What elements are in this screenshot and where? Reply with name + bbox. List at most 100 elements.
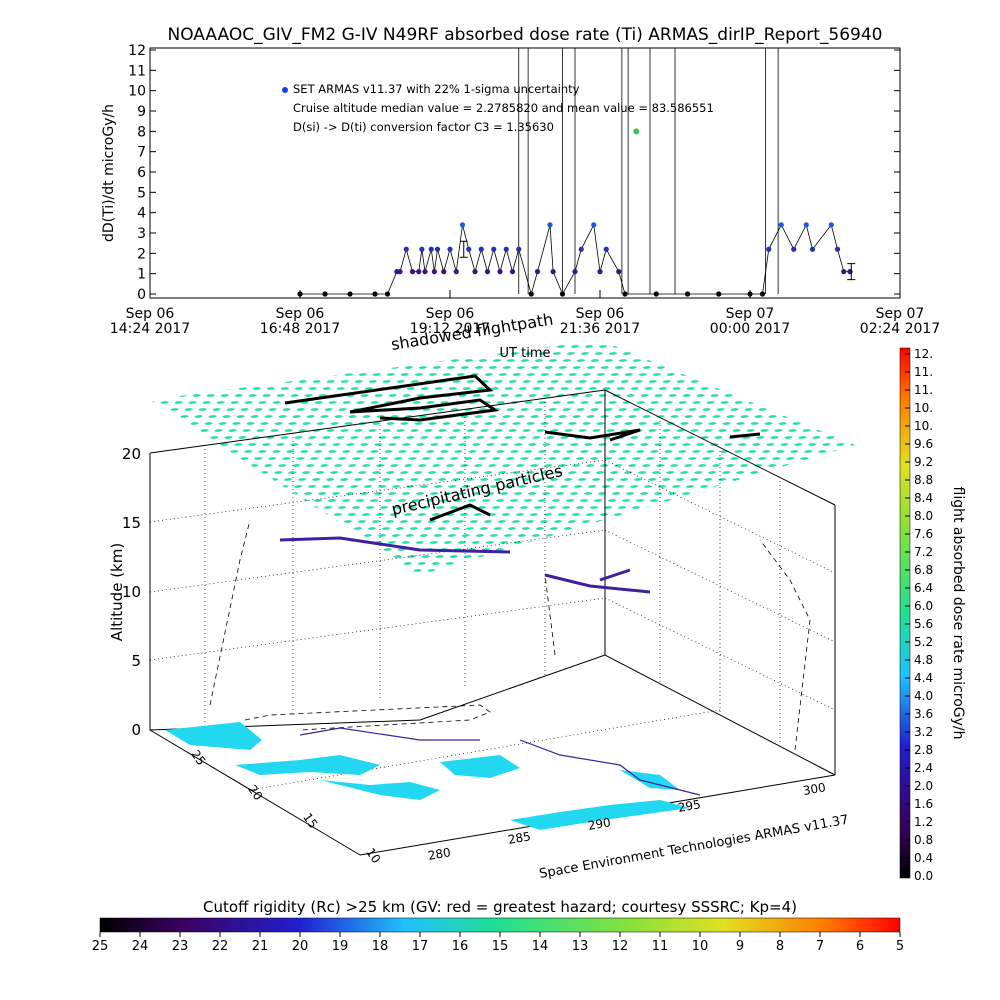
top-y-tick-label: 11 bbox=[128, 63, 146, 79]
top-y-tick-label: 12 bbox=[128, 43, 146, 59]
rigidity-bar-tick-label: 24 bbox=[132, 939, 149, 954]
top-y-tick-label: 9 bbox=[137, 104, 146, 120]
lon-tick-label: 300 bbox=[802, 780, 827, 798]
dose-point bbox=[828, 222, 834, 228]
dose-colorbar-tick-label: 6.4 bbox=[914, 581, 933, 595]
dose-point bbox=[503, 246, 509, 252]
z-tick-label: 10 bbox=[122, 583, 141, 601]
lon-tick-label: 280 bbox=[427, 845, 452, 863]
dose-colorbar-tick-label: 12. bbox=[914, 347, 933, 361]
dose-colorbar: 0.0 0.4 0.8 1.2 1.6 2.0 2.4 2.8 3.2 3.6 4.0 4.4 4.8 5… bbox=[899, 347, 966, 883]
annotation-text: D(si) -> D(ti) conversion factor C3 = 1.… bbox=[293, 120, 554, 134]
lat-tick-label: 25 bbox=[188, 747, 208, 768]
z-tick-label: 5 bbox=[131, 652, 141, 670]
dose-series bbox=[297, 128, 856, 297]
lon-tick-label: 295 bbox=[677, 797, 702, 815]
top-x-tick-label: 19:12 2017 bbox=[410, 321, 490, 337]
dose-point bbox=[834, 246, 841, 252]
dose-colorbar-tick-label: 2.0 bbox=[914, 779, 933, 793]
3d-plot: shadowed flightpath precipitating partic… bbox=[108, 310, 855, 882]
rigidity-bar-tick-label: 7 bbox=[816, 939, 824, 954]
top-y-axis-label: dD(Ti)/dt microGy/h bbox=[101, 104, 117, 242]
dose-point bbox=[778, 222, 784, 228]
dose-point bbox=[453, 269, 459, 275]
dashed-projections bbox=[209, 519, 811, 751]
coastline bbox=[299, 727, 701, 796]
rigidity-bar-tick-label: 23 bbox=[172, 939, 189, 954]
rigidity-bar-tick-label: 19 bbox=[332, 939, 349, 954]
dose-point bbox=[447, 246, 453, 252]
rigidity-bar-scale bbox=[99, 917, 901, 933]
rigidity-bar-tick-label: 11 bbox=[652, 939, 669, 954]
dose-point bbox=[472, 269, 478, 275]
top-y-tick-label: 8 bbox=[137, 124, 146, 140]
top-x-tick-label: Sep 06 bbox=[576, 306, 625, 322]
dose-point bbox=[528, 291, 534, 297]
dose-colorbar-tick-label: 0.4 bbox=[914, 851, 933, 865]
land-masses bbox=[165, 722, 690, 830]
dose-colorbar-tick-label: 2.8 bbox=[914, 743, 933, 757]
dose-colorbar-tick-label: 8.4 bbox=[914, 491, 933, 505]
dose-point bbox=[559, 291, 566, 297]
dose-colorbar-tick-label: 11. bbox=[914, 383, 933, 397]
z-axis-label: Altitude (km) bbox=[108, 543, 126, 641]
legend-marker bbox=[282, 87, 288, 93]
z-tick-label: 0 bbox=[131, 721, 141, 739]
dose-point bbox=[547, 222, 553, 228]
dose-colorbar-tick-label: 1.2 bbox=[914, 815, 933, 829]
dose-colorbar-tick-label: 3.2 bbox=[914, 725, 933, 739]
dose-point bbox=[347, 291, 353, 297]
spike-lines bbox=[518, 48, 779, 294]
dose-point bbox=[416, 269, 422, 275]
top-x-tick-label: 00:00 2017 bbox=[710, 321, 790, 337]
dose-colorbar-tick-label: 4.4 bbox=[914, 671, 933, 685]
top-y-tick-label: 0 bbox=[137, 287, 146, 303]
rigidity-bar-tick-label: 15 bbox=[492, 939, 509, 954]
top-annotations: SET ARMAS v11.37 with 22% 1-sigma uncert… bbox=[282, 82, 714, 134]
dose-colorbar-tick-label: 10. bbox=[914, 419, 933, 433]
x-axis-label: UT time bbox=[500, 346, 551, 361]
dose-point bbox=[766, 246, 772, 252]
dose-colorbar-tick-label: 8.8 bbox=[914, 473, 933, 487]
rigidity-bar-tick-label: 13 bbox=[572, 939, 589, 954]
top-x-tick-label: Sep 07 bbox=[876, 306, 925, 322]
dose-colorbar-tick-label: 1.6 bbox=[914, 797, 933, 811]
dose-point bbox=[809, 246, 816, 252]
dose-colorbar-tick-label: 4.8 bbox=[914, 653, 933, 667]
dose-point bbox=[497, 269, 503, 275]
rigidity-bar-tick-label: 17 bbox=[412, 939, 429, 954]
lon-tick-label: 285 bbox=[507, 829, 532, 847]
dose-colorbar-ticks: 0.0 0.4 0.8 1.2 1.6 2.0 2.4 2.8 3.2 3.6 4.0 4.4 4.8 5… bbox=[905, 347, 933, 883]
credit-label: Space Environment Technologies ARMAS v11… bbox=[538, 813, 850, 882]
dose-colorbar-tick-label: 2.4 bbox=[914, 761, 933, 775]
dose-colorbar-tick-label: 10. bbox=[914, 401, 933, 415]
rigidity-bar-tick-label: 18 bbox=[372, 939, 389, 954]
top-x-tick-label: Sep 06 bbox=[126, 306, 175, 322]
dose-point bbox=[478, 246, 484, 252]
rigidity-bar-label: Cutoff rigidity (Rc) >25 km (GV: red = g… bbox=[203, 898, 797, 916]
rigidity-bar-tick-label: 20 bbox=[292, 939, 309, 954]
lat-tick-label: 20 bbox=[245, 782, 265, 803]
dose-point bbox=[459, 222, 466, 228]
dose-point bbox=[803, 222, 809, 228]
dose-point bbox=[428, 246, 434, 252]
box-grid bbox=[149, 398, 836, 791]
rigidity-bar-tick-label: 14 bbox=[532, 939, 549, 954]
lat-tick-label: 10 bbox=[363, 845, 383, 866]
dose-colorbar-tick-label: 4.0 bbox=[914, 689, 933, 703]
dose-colorbar-tick-label: 6.0 bbox=[914, 599, 933, 613]
dose-point bbox=[616, 269, 622, 275]
flight-track bbox=[279, 536, 651, 594]
dose-colorbar-tick-label: 7.6 bbox=[914, 527, 933, 541]
rigidity-bar-tick-label: 16 bbox=[452, 939, 469, 954]
rigidity-bar-tick-label: 8 bbox=[776, 939, 784, 954]
rigidity-bar-tick-label: 9 bbox=[736, 939, 744, 954]
flight-shadow bbox=[284, 374, 761, 522]
dose-point bbox=[747, 291, 753, 297]
rigidity-bar-tick-label: 22 bbox=[212, 939, 229, 954]
annotation-text: SET ARMAS v11.37 with 22% 1-sigma uncert… bbox=[293, 82, 580, 96]
lon-tick-label: 290 bbox=[587, 815, 612, 833]
rigidity-bar: Cutoff rigidity (Rc) >25 km (GV: red = g… bbox=[92, 898, 904, 954]
